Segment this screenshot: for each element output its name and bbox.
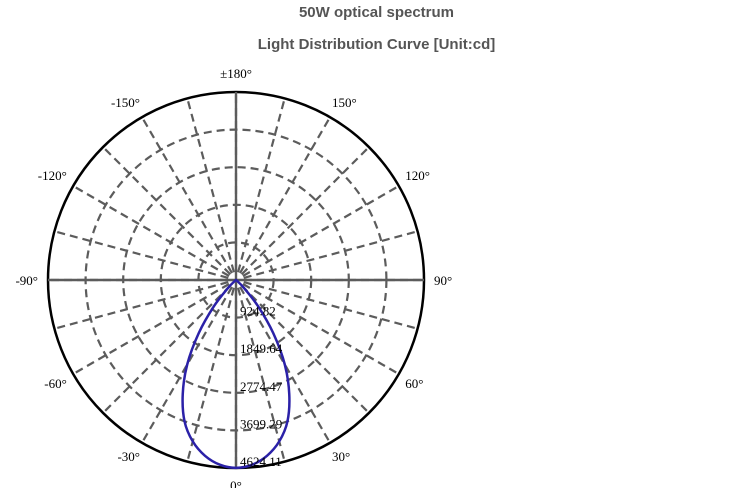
- spoke-line: [242, 185, 400, 277]
- ring-label: 2774.47: [240, 379, 283, 394]
- spoke-line: [186, 98, 235, 273]
- spoke-line: [72, 283, 230, 375]
- ring-label: 3699.29: [240, 416, 282, 431]
- curve-layer: [181, 278, 291, 470]
- spoke-line: [54, 230, 229, 279]
- spoke-line: [243, 230, 418, 279]
- spoke-line: [237, 287, 286, 462]
- angle-labels: ±180° -150° 150° -120° 120° -90° 90° -60° 60° -30…: [15, 66, 452, 488]
- spoke-grid: [48, 92, 424, 468]
- angle-label: -30°: [117, 449, 140, 464]
- spoke-line: [141, 286, 233, 444]
- spoke-line: [102, 284, 232, 414]
- angle-label: 30°: [332, 449, 350, 464]
- angle-label: ±180°: [220, 66, 252, 81]
- angle-label: -90°: [15, 273, 38, 288]
- intensity-curve: [181, 278, 291, 470]
- angle-label: -150°: [111, 95, 140, 110]
- angle-label: -120°: [38, 168, 67, 183]
- spoke-line: [242, 283, 400, 375]
- spoke-line: [54, 281, 229, 330]
- angle-label: 60°: [405, 376, 423, 391]
- spoke-line: [240, 284, 370, 414]
- angle-label: 0°: [230, 478, 242, 488]
- spoke-line: [141, 116, 233, 274]
- spoke-line: [239, 116, 331, 274]
- spoke-line: [72, 185, 230, 277]
- ring-labels: 924.82 1849.64 2774.47 3699.29 4624.11: [240, 304, 283, 469]
- ring-label: 4624.11: [240, 454, 282, 469]
- ring-label: 924.82: [240, 304, 276, 319]
- spoke-line: [237, 98, 286, 273]
- spoke-line: [240, 146, 370, 276]
- angle-label: 90°: [434, 273, 452, 288]
- angle-label: 150°: [332, 95, 357, 110]
- angle-label: 120°: [405, 168, 430, 183]
- angle-label: -60°: [44, 376, 67, 391]
- spoke-line: [186, 287, 235, 462]
- spoke-line: [239, 286, 331, 444]
- main-title: 50W optical spectrum: [298, 4, 455, 21]
- ring-label: 1849.64: [240, 341, 283, 356]
- chart-title: Light Distribution Curve [Unit:cd]: [257, 36, 496, 53]
- spoke-line: [243, 281, 418, 330]
- spoke-line: [102, 146, 232, 276]
